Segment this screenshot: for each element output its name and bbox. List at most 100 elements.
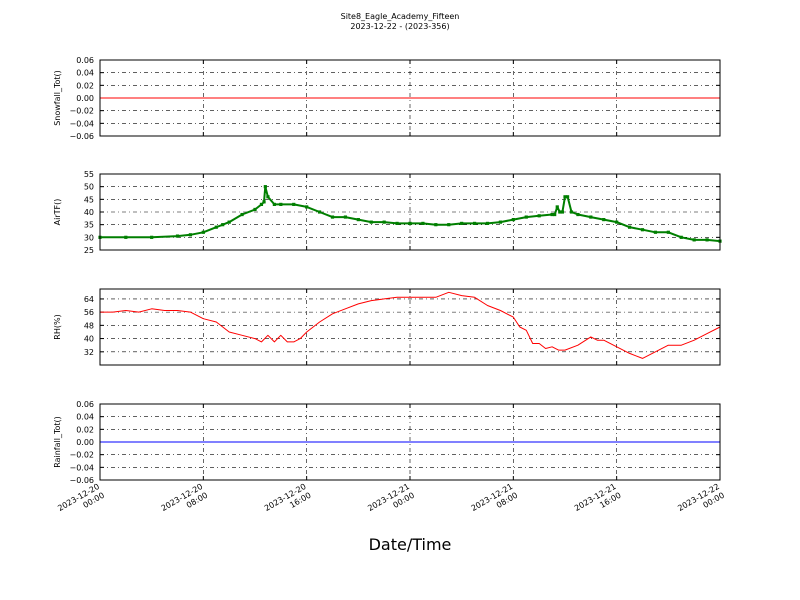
y-tick-label: 0.00 [76,438,94,447]
data-point [472,221,477,225]
data-point [555,205,559,209]
data-point [188,233,193,237]
data-point [558,210,562,214]
data-point [498,220,503,224]
data-point [565,195,570,199]
data-point [263,185,267,189]
data-point [560,210,565,214]
y-tick-label: 55 [84,170,94,179]
panel-4: −0.06 −0.04 −0.02 0.00 0.02 0.04 0.06 Rainfall_… [53,400,721,485]
data-point [259,202,264,206]
y-tick-label: −0.02 [69,107,94,116]
x-tick-label: 2023-12-2200:00 [676,482,726,522]
panel-2: 25 30 35 40 45 50 55 AirTF() [53,170,722,255]
y-tick-label: 56 [84,308,94,317]
x-tick-label: 2023-12-2100:00 [366,482,416,522]
y-tick-label: 0.02 [76,81,94,90]
data-point [292,202,296,206]
panels: −0.06 −0.04 −0.02 0.00 0.02 0.04 0.06 Snowfall_… [53,56,722,485]
data-point [266,195,270,199]
axes-frame [99,59,721,137]
y-tick-label: 0.04 [76,69,94,78]
data-point [343,215,348,219]
data-point [253,207,257,212]
y-axis-label: Rainfall_Tot() [53,416,62,468]
y-tick-label: 0.00 [76,94,94,103]
y-tick-label: 30 [84,233,94,242]
data-point [408,221,412,225]
y-tick-label: 50 [84,183,94,192]
y-tick-label: −0.06 [69,132,94,141]
data-point [240,212,244,217]
data-point [615,220,619,224]
data-point [382,220,386,224]
data-point [272,202,276,206]
axes-frame [99,403,721,481]
y-tick-label: 0.06 [76,56,94,65]
data-point [124,235,128,239]
data-point [640,228,645,232]
data-point [602,218,606,222]
y-axis-label: Snowfall_Tot() [53,70,62,126]
data-point [262,200,266,204]
data-point [627,225,632,229]
y-tick-label: 45 [84,195,94,204]
x-tick-label: 2023-12-2000:00 [56,482,106,522]
y-tick-label: 40 [84,208,94,217]
y-tick-label: 64 [84,295,94,304]
y-tick-label: 0.04 [76,413,94,422]
data-point [227,220,231,224]
y-tick-label: −0.04 [69,119,94,128]
y-tick-label: 0.02 [76,425,94,434]
data-point [447,223,451,227]
chart-title: Site8_Eagle_Academy_Fifteen [341,12,460,21]
data-point [576,212,580,217]
data-point [460,221,464,225]
data-point [537,214,541,218]
data-point [356,218,360,222]
series-line [100,291,721,359]
data-point [369,220,373,224]
panel-1: −0.06 −0.04 −0.02 0.00 0.02 0.04 0.06 Snowfall_… [53,56,721,141]
data-point [330,215,335,219]
y-tick-label: 25 [84,246,94,255]
y-tick-label: −0.06 [69,476,94,485]
data-point [175,234,180,238]
data-point [524,215,528,219]
x-tick-labels: 2023-12-2000:00 2023-12-2008:00 2023-12-20… [56,482,726,522]
data-point [214,225,218,229]
y-tick-label: 35 [84,221,94,230]
axes-frame [99,288,721,366]
x-tick-label: 2023-12-2016:00 [263,482,313,522]
data-point [421,221,425,225]
data-point [653,230,658,234]
data-point [279,202,283,206]
axes-frame [99,173,721,251]
chart-subtitle: 2023-12-22 - (2023-356) [350,22,449,31]
y-tick-label: 48 [84,321,94,330]
data-point [150,235,154,239]
x-tick-label: 2023-12-2116:00 [573,482,623,522]
y-tick-label: 0.06 [76,400,94,409]
x-tick-label: 2023-12-2008:00 [160,482,210,522]
data-point [550,212,554,217]
data-point [305,205,309,209]
data-point [201,230,205,234]
data-point [569,210,574,214]
data-point [395,221,399,225]
y-tick-label: 32 [84,348,94,357]
panel-3: 32 40 48 56 64 RH(%) [53,288,721,366]
data-point [434,223,438,227]
y-tick-label: −0.02 [69,451,94,460]
data-point [317,210,322,214]
y-tick-label: −0.04 [69,463,94,472]
y-axis-label: AirTF() [53,199,62,226]
data-point [553,212,557,217]
data-point [511,218,515,222]
y-axis-label: RH(%) [53,314,62,339]
data-point [692,238,696,242]
data-point [679,235,683,239]
data-point [589,215,593,219]
x-tick-label: 2023-12-2108:00 [470,482,520,522]
